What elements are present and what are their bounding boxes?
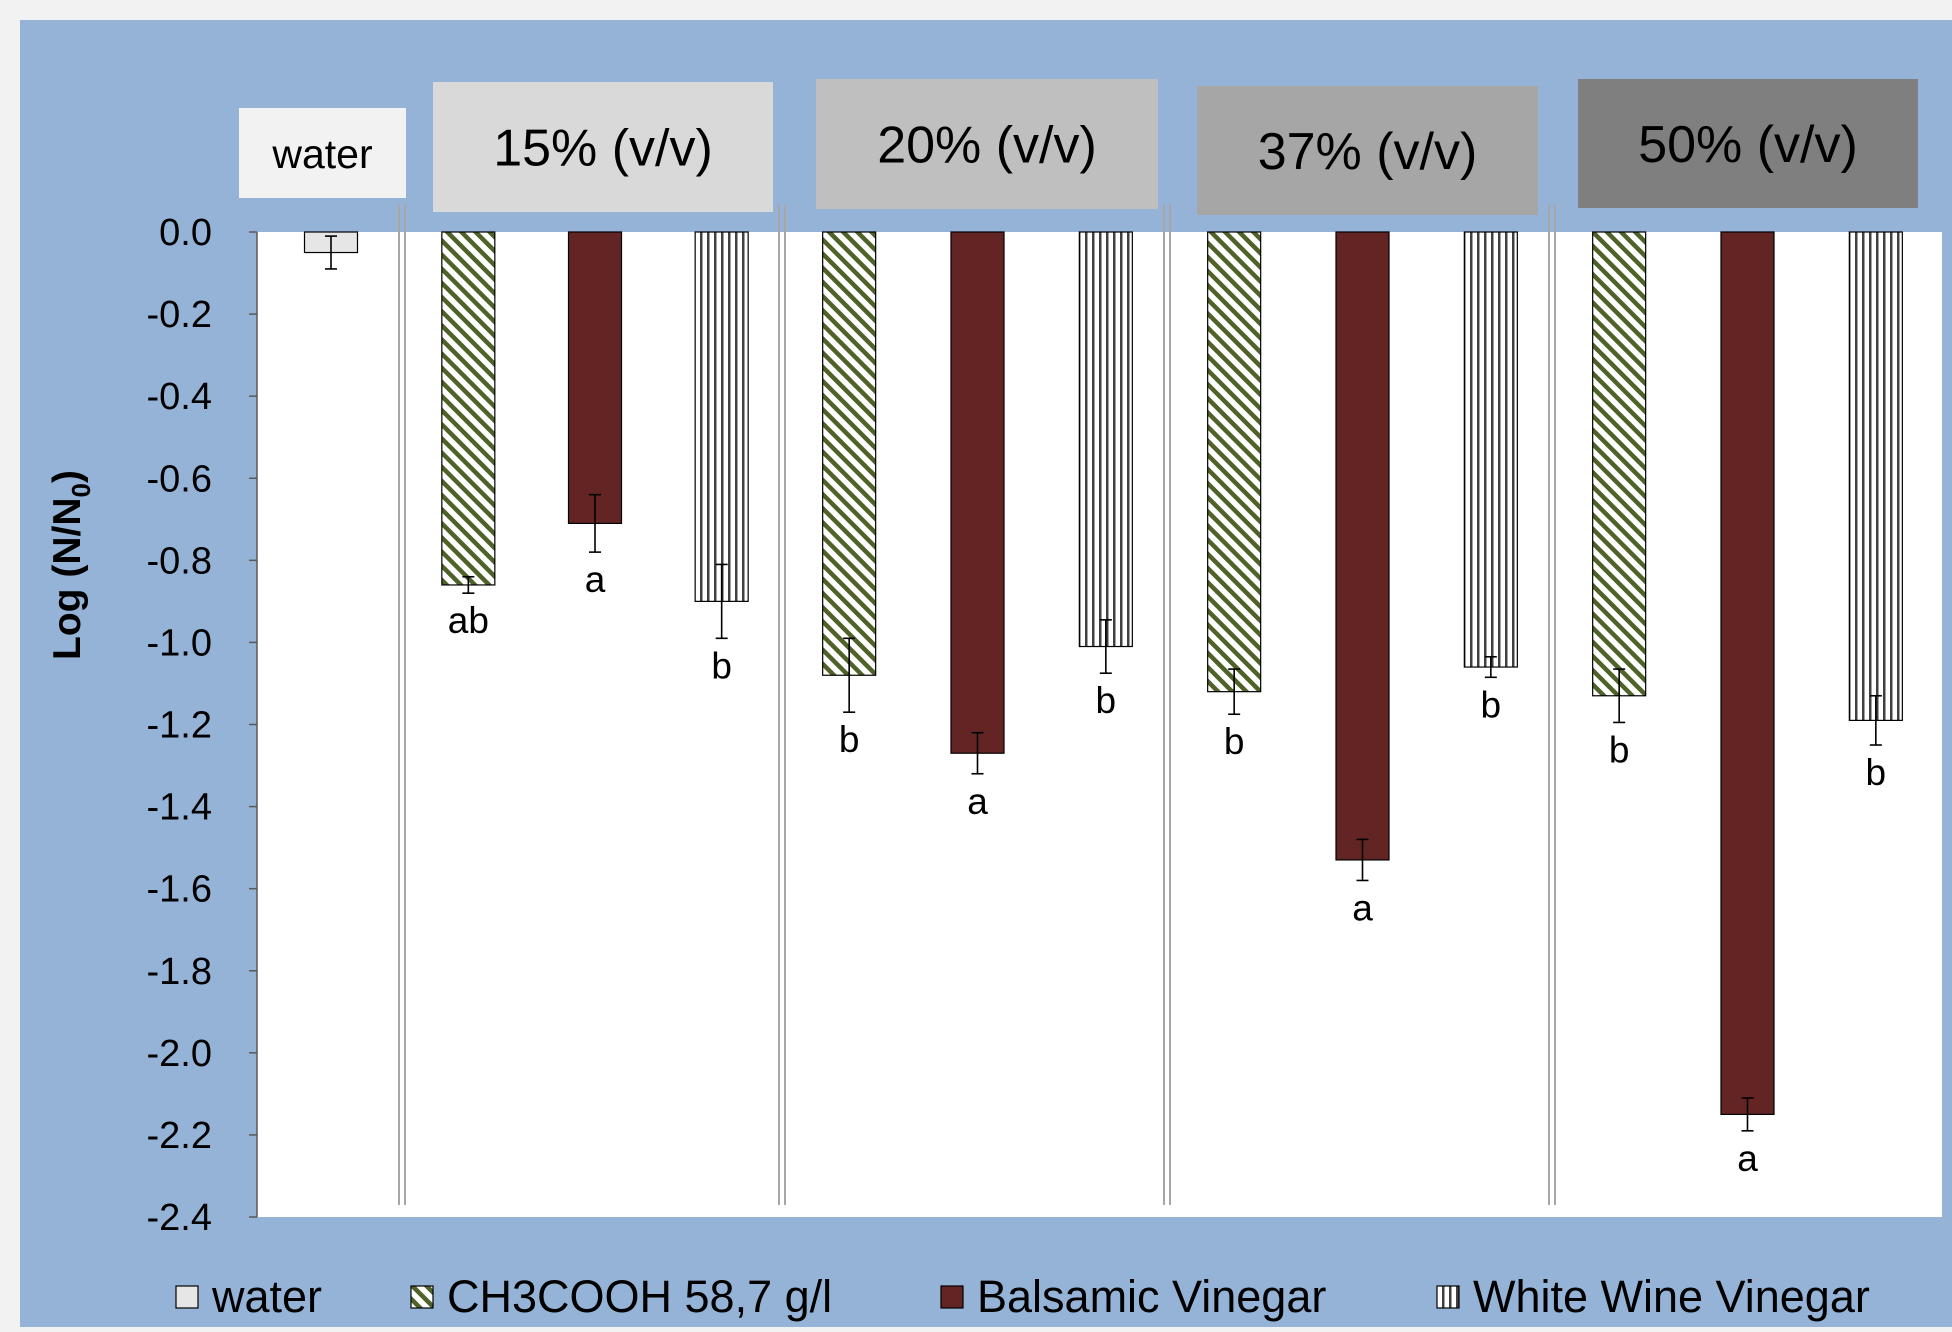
group-header-label: 20% (v/v) — [877, 117, 1097, 175]
y-axis: 0.0 -0.2 -0.4 -0.6 -0.8 -1.0 -1.2 -1.4 -1.6 -1.8 -… — [147, 212, 258, 1239]
bar — [1207, 231, 1262, 693]
group-header-label: 50% (v/v) — [1638, 116, 1858, 174]
significance-letter: b — [1866, 752, 1887, 793]
legend-label: water — [211, 1271, 322, 1322]
y-tick-label: -1.0 — [147, 622, 212, 664]
y-tick-label: -2.0 — [147, 1033, 212, 1075]
group-header-label: water — [271, 131, 372, 177]
y-tick-label: -2.2 — [147, 1115, 212, 1157]
significance-letter: b — [711, 645, 732, 686]
group-header-box — [1578, 79, 1918, 208]
significance-letter: b — [1224, 721, 1245, 762]
y-tick-label: -0.4 — [147, 376, 212, 418]
bar — [1078, 231, 1133, 648]
group-headers: water 15% (v/v) 20% (v/v) 37% (v/v) 50% (v/v… — [239, 79, 1918, 215]
y-axis-label: Log (N/N0) — [46, 470, 96, 660]
y-tick-label: -1.4 — [147, 787, 212, 829]
bar — [950, 231, 1005, 754]
bar — [441, 231, 496, 586]
legend: water CH3COOH 58,7 g/l Balsamic Vinegar Whi… — [175, 1271, 1870, 1322]
y-tick-label: -1.8 — [147, 951, 212, 993]
legend-swatch — [175, 1285, 199, 1309]
y-tick-label: -2.4 — [147, 1197, 212, 1239]
y-axis-label-subscript: 0 — [66, 483, 96, 497]
bar — [1463, 231, 1518, 668]
significance-letter: b — [1609, 729, 1630, 770]
legend-swatch — [940, 1285, 964, 1309]
group-header-box — [239, 108, 406, 198]
significance-letter: b — [1481, 684, 1502, 725]
group-header-box — [1197, 86, 1538, 215]
significance-letter: a — [1352, 887, 1373, 928]
legend-label: CH3COOH 58,7 g/l — [447, 1271, 832, 1322]
legend-label: White Wine Vinegar — [1473, 1271, 1870, 1322]
bar — [822, 231, 877, 676]
y-tick-label: -0.2 — [147, 294, 212, 336]
y-tick-label: -0.8 — [147, 540, 212, 582]
bar — [567, 231, 623, 524]
group-separators — [398, 205, 1556, 1205]
legend-label: Balsamic Vinegar — [977, 1271, 1326, 1322]
y-tick-label: -1.2 — [147, 705, 212, 747]
y-tick-label: -0.6 — [147, 458, 212, 500]
y-tick-label: 0.0 — [159, 212, 212, 254]
bar — [1848, 231, 1903, 721]
significance-letter: a — [967, 781, 988, 822]
y-axis-label-close: ) — [46, 470, 89, 483]
significance-letter: b — [1096, 680, 1117, 721]
legend-swatch — [1436, 1285, 1460, 1309]
significance-letter: b — [839, 719, 860, 760]
y-tick-label: -1.6 — [147, 869, 212, 911]
group-header-box — [816, 79, 1158, 209]
significance-letter: ab — [448, 600, 489, 641]
significance-letter: a — [1737, 1138, 1758, 1179]
significance-letter: a — [585, 559, 606, 600]
bar — [1720, 231, 1775, 1115]
bar — [694, 231, 749, 602]
legend-swatch — [410, 1285, 434, 1309]
group-header-label: 37% (v/v) — [1258, 123, 1478, 181]
y-axis-label-main: Log (N/N — [46, 498, 89, 660]
bar — [1335, 231, 1390, 861]
bar — [1592, 231, 1647, 697]
group-header-box — [433, 82, 773, 212]
group-header-label: 15% (v/v) — [493, 120, 713, 178]
